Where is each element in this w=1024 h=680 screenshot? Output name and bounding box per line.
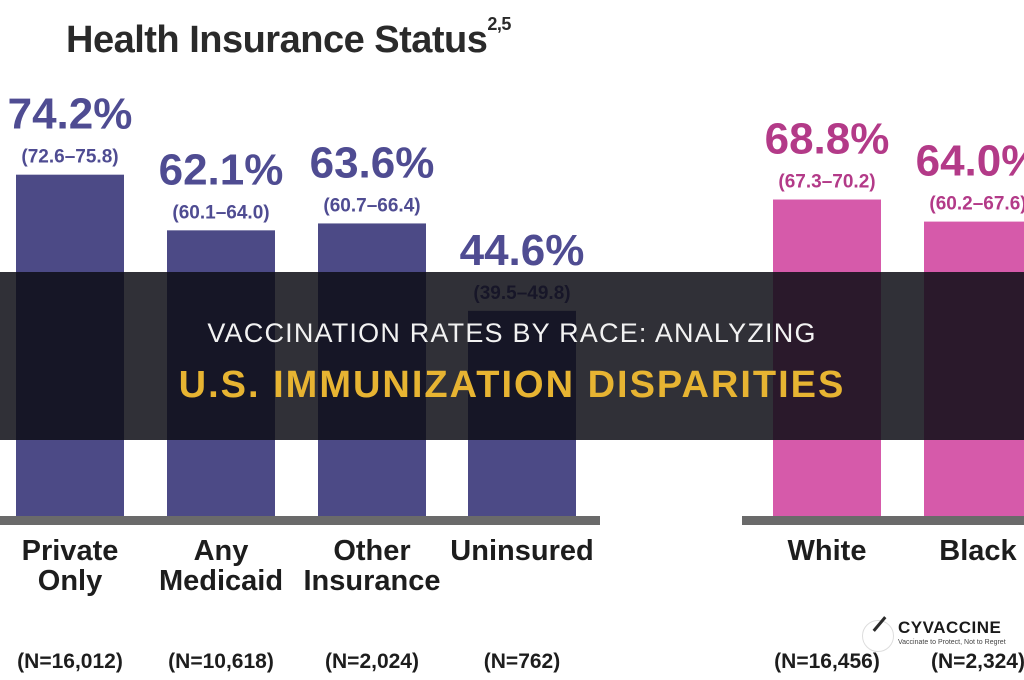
- insurance-value-label: 44.6%: [460, 226, 585, 275]
- headline-banner: [0, 272, 1024, 440]
- insurance-category-label: Private: [22, 535, 119, 567]
- race-value-label: 68.8%: [765, 115, 890, 164]
- chart-title: Health Insurance Status2,5: [66, 14, 511, 61]
- insurance-value-label: 62.1%: [159, 145, 284, 194]
- logo-name: CYVACCINE: [898, 618, 1002, 637]
- insurance-ci-label: (72.6–75.8): [21, 147, 118, 168]
- headline-line-2: U.S. IMMUNIZATION DISPARITIES: [178, 364, 846, 406]
- race-category-label: White: [788, 535, 867, 567]
- insurance-value-label: 74.2%: [8, 90, 133, 139]
- race-n-label: (N=2,324): [931, 650, 1024, 673]
- insurance-value-label: 63.6%: [310, 138, 435, 187]
- insurance-baseline: [0, 516, 600, 525]
- brand-logo[interactable]: CYVACCINE Vaccinate to Protect, Not to R…: [862, 616, 1012, 664]
- insurance-category-label: Insurance: [304, 565, 441, 597]
- insurance-ci-label: (60.7–66.4): [323, 195, 420, 216]
- race-value-label: 64.0%: [916, 137, 1024, 186]
- insurance-n-label: (N=10,618): [168, 650, 274, 673]
- race-ci-label: (60.2–67.6): [929, 194, 1024, 215]
- insurance-n-label: (N=762): [484, 650, 560, 673]
- race-ci-label: (67.3–70.2): [778, 172, 875, 193]
- insurance-category-label: Only: [38, 565, 102, 597]
- insurance-category-label: Other: [333, 535, 410, 567]
- insurance-category-label: Uninsured: [450, 535, 593, 567]
- headline-line-1: VACCINATION RATES BY RACE: ANALYZING: [207, 318, 817, 348]
- syringe-icon: [862, 620, 894, 652]
- insurance-ci-label: (60.1–64.0): [172, 202, 269, 223]
- race-baseline: [742, 516, 1024, 525]
- race-n-label: (N=16,456): [774, 650, 880, 673]
- insurance-n-label: (N=2,024): [325, 650, 419, 673]
- logo-tagline: Vaccinate to Protect, Not to Regret: [898, 639, 1006, 646]
- insurance-category-label: Medicaid: [159, 565, 283, 597]
- insurance-category-label: Any: [194, 535, 249, 567]
- insurance-n-label: (N=16,012): [17, 650, 123, 673]
- race-category-label: Black: [939, 535, 1017, 567]
